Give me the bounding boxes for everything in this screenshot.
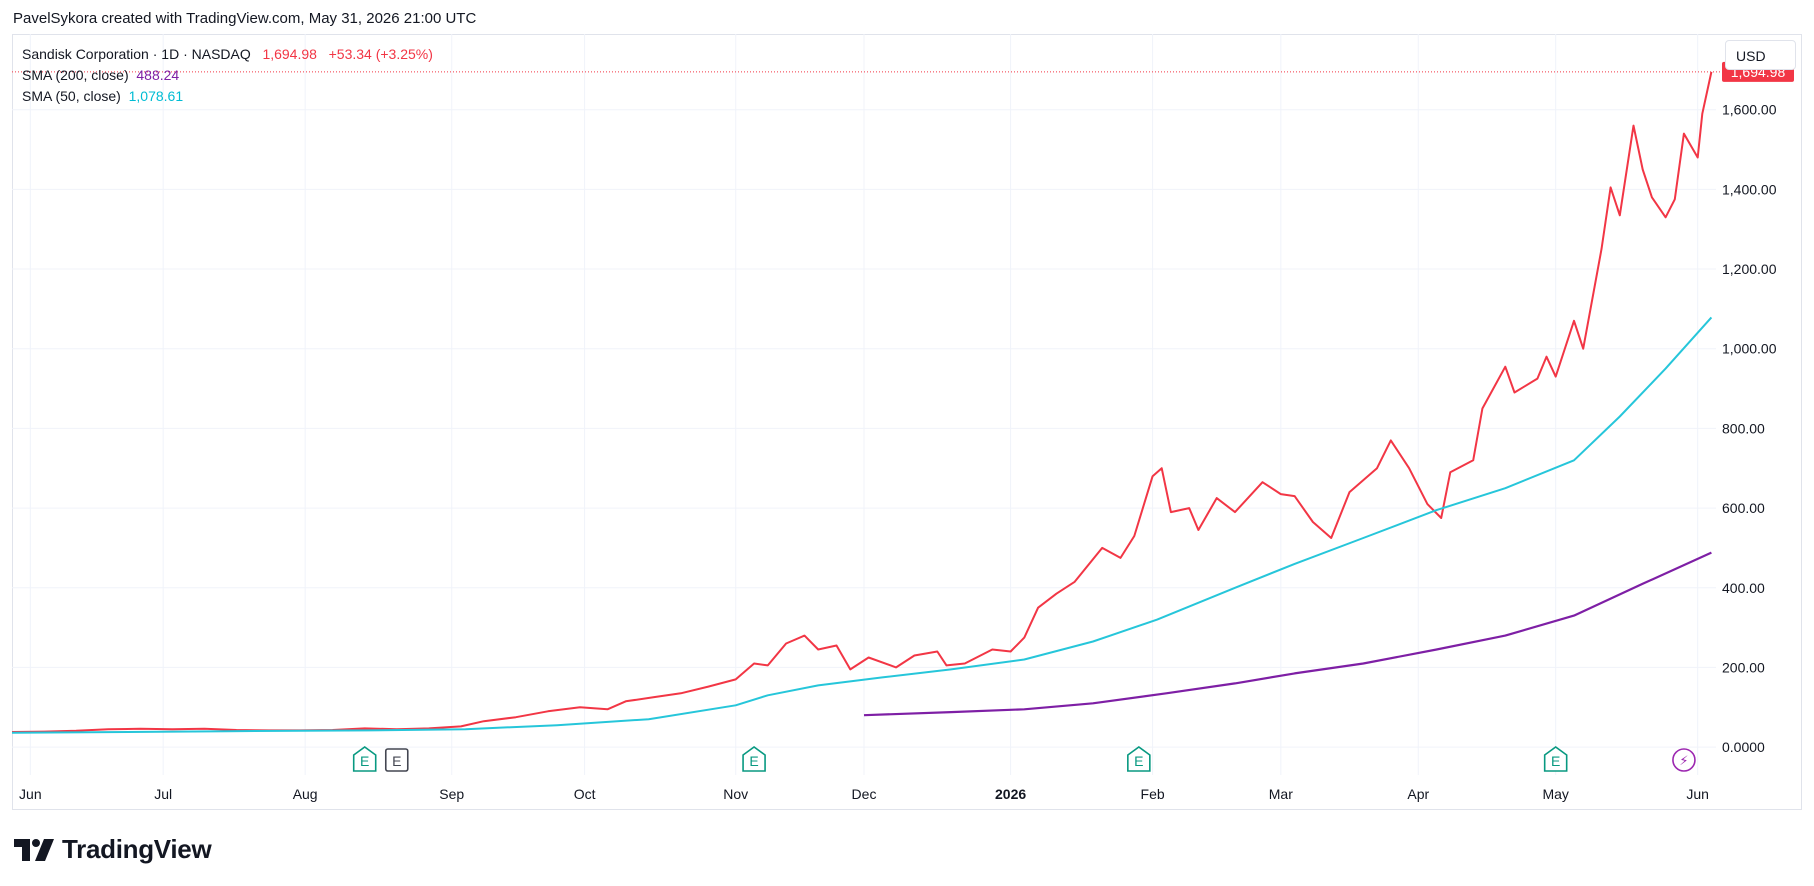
event-markers: E E E E E ⚡	[352, 746, 1696, 772]
y-tick-label: 400.00	[1722, 580, 1765, 596]
event-circle	[1672, 748, 1696, 772]
chart-caption: PavelSykora created with TradingView.com…	[13, 10, 477, 27]
x-tick-label: 2026	[995, 786, 1026, 802]
event-label: E	[392, 753, 401, 769]
tradingview-logo-icon	[14, 838, 54, 861]
symbol-title[interactable]: Sandisk Corporation · 1D · NASDAQ	[22, 46, 251, 62]
price-line[interactable]	[11, 71, 1713, 733]
x-tick-label: Jun	[1686, 786, 1709, 802]
chart-legend: Sandisk Corporation · 1D · NASDAQ 1,694.…	[22, 44, 433, 107]
y-tick-label: 600.00	[1722, 500, 1765, 516]
y-tick-label: 0.0000	[1722, 739, 1765, 755]
split-event-icon[interactable]: ⚡	[1672, 748, 1696, 772]
earnings-event-icon[interactable]: E	[742, 746, 766, 772]
earnings-event-icon[interactable]: E	[1543, 746, 1568, 772]
x-tick-label: Feb	[1141, 786, 1165, 802]
sma200-line[interactable]	[863, 551, 1712, 717]
sma50-line[interactable]	[11, 316, 1713, 734]
event-shape	[1127, 746, 1151, 772]
event-shape	[352, 746, 377, 772]
x-tick-label: Dec	[852, 786, 877, 802]
event-label: E	[1551, 753, 1560, 769]
x-tick-label: Apr	[1407, 786, 1429, 802]
y-tick-label: 1,400.00	[1722, 181, 1777, 197]
sma200-value: 488.24	[136, 67, 180, 83]
event-shape	[742, 746, 766, 772]
x-tick-label: May	[1542, 786, 1568, 802]
sma50-value: 1,078.61	[128, 88, 184, 104]
x-tick-label: Mar	[1269, 786, 1293, 802]
sma50-label: SMA (50, close)	[22, 88, 121, 104]
earnings-event-icon[interactable]: E	[384, 748, 409, 772]
grid	[12, 34, 1716, 775]
currency-button[interactable]: USD	[1725, 40, 1796, 70]
x-tick-label: Jul	[154, 786, 172, 802]
series-layer	[11, 71, 1720, 734]
chart-frame	[12, 34, 1802, 810]
y-tick-label: 1,200.00	[1722, 261, 1777, 277]
earnings-event-icon[interactable]: E	[1127, 746, 1151, 772]
event-label: ⚡	[1679, 754, 1688, 769]
x-tick-label: Oct	[574, 786, 596, 802]
legend-sma200-row[interactable]: SMA (200, close) 488.24	[22, 65, 433, 86]
price-axis: 0.0000 200.00 400.00 600.00 800.00 1,000.00 1,…	[1722, 61, 1794, 755]
event-label: E	[360, 753, 369, 769]
y-tick-label: 800.00	[1722, 420, 1765, 436]
y-tick-label: 1,600.00	[1722, 102, 1777, 118]
x-tick-label: Sep	[439, 786, 464, 802]
earnings-event-icon[interactable]: E	[352, 746, 377, 772]
y-tick-label: 200.00	[1722, 659, 1765, 675]
sma200-label: SMA (200, close)	[22, 67, 129, 83]
legend-symbol-row: Sandisk Corporation · 1D · NASDAQ 1,694.…	[22, 44, 433, 65]
y-tick-label: 1,000.00	[1722, 341, 1777, 357]
x-tick-label: Nov	[723, 786, 748, 802]
tradingview-brand[interactable]: TradingView	[14, 834, 212, 865]
last-price: 1,694.98	[262, 46, 317, 62]
event-label: E	[1134, 753, 1143, 769]
price-change: +53.34 (+3.25%)	[328, 46, 433, 62]
event-shape	[384, 748, 409, 772]
event-label: E	[749, 753, 758, 769]
brand-name: TradingView	[62, 834, 212, 864]
x-tick-label: Jun	[19, 786, 42, 802]
x-tick-label: Aug	[293, 786, 318, 802]
event-shape	[1543, 746, 1568, 772]
legend-sma50-row[interactable]: SMA (50, close) 1,078.61	[22, 86, 433, 107]
time-axis: Jun Jul Aug Sep Oct Nov Dec 2026 Feb Mar Apr May Jun	[19, 786, 1709, 802]
